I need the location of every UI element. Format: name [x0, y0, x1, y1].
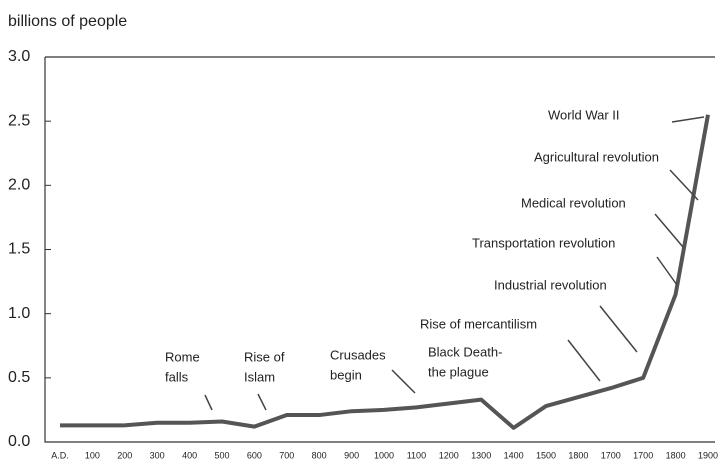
- x-tick-label: 400: [182, 450, 197, 460]
- annotation: Rise of: [244, 349, 285, 364]
- x-tick-label: 300: [150, 450, 165, 460]
- x-tick-label: 1500: [536, 450, 556, 460]
- x-tick-label: 500: [214, 450, 229, 460]
- annotation: falls: [165, 369, 189, 384]
- annotation: Industrial revolution: [494, 277, 607, 292]
- y-tick-label: 2.5: [8, 112, 30, 129]
- x-tick-label: 1400: [504, 450, 524, 460]
- x-tick-label: 200: [117, 450, 132, 460]
- y-tick-label: 2.0: [8, 177, 30, 194]
- leader-line: [391, 369, 416, 394]
- annotation: Medical revolution: [521, 195, 626, 210]
- annotation: Agricultural revolution: [534, 149, 659, 164]
- x-tick-label: 1000: [374, 450, 394, 460]
- y-tick-label: 0.0: [8, 433, 30, 450]
- y-tick-label: 3.0: [8, 48, 30, 65]
- leader-line: [599, 305, 638, 353]
- annotation: Rome: [165, 349, 200, 364]
- annotation: Black Death-: [428, 344, 502, 359]
- x-tick-label: 1700: [633, 450, 653, 460]
- x-tick-label: 1300: [471, 450, 491, 460]
- x-tick-label: 900: [344, 450, 359, 460]
- annotation: begin: [330, 367, 362, 382]
- leader-line: [671, 116, 705, 123]
- annotation: the plague: [428, 364, 489, 379]
- x-tick-label: 1800: [666, 450, 686, 460]
- x-tick-label: 1200: [439, 450, 459, 460]
- y-tick-label: 1.5: [8, 241, 30, 258]
- x-tick-label: 1800: [568, 450, 588, 460]
- annotation: Rise of mercantilism: [420, 316, 537, 331]
- x-tick-label: 600: [247, 450, 262, 460]
- x-tick-label: 1100: [407, 450, 426, 460]
- y-tick-label: 1.0: [8, 305, 30, 322]
- annotation: Crusades: [330, 347, 386, 362]
- line: [60, 114, 710, 430]
- x-tick-label: 1700: [601, 450, 621, 460]
- annotation: World War II: [548, 107, 620, 122]
- y-axis-label: billions of people: [8, 13, 127, 30]
- annotation: Transportation revolution: [472, 235, 615, 250]
- leader-line: [257, 393, 267, 411]
- x-tick-label: 100: [85, 450, 100, 460]
- leader-line: [654, 213, 684, 248]
- x-tick-label: 700: [279, 450, 294, 460]
- x-tick-label: 800: [312, 450, 327, 460]
- x-tick-label: 1900: [698, 450, 718, 460]
- y-tick-label: 0.5: [8, 369, 30, 386]
- leader-line: [656, 256, 678, 286]
- leader-line: [204, 394, 213, 411]
- leader-line: [567, 339, 601, 382]
- leader-line: [669, 169, 699, 201]
- annotation: Islam: [244, 369, 275, 384]
- x-tick-label: A.D.: [51, 450, 69, 460]
